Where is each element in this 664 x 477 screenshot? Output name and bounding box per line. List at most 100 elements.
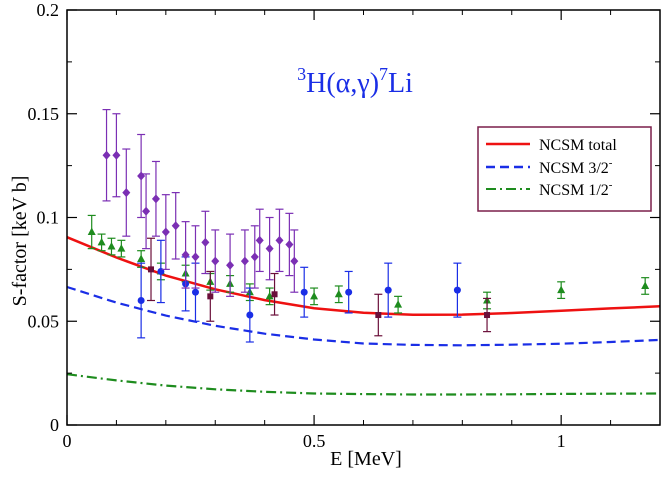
squares-point-1 — [206, 270, 215, 322]
diamonds-point-10 — [201, 210, 210, 275]
triangles-point-2 — [107, 237, 116, 256]
squares-point-2 — [270, 272, 279, 316]
diamonds-marker — [142, 206, 151, 216]
diamonds-marker — [102, 150, 111, 160]
triangles-marker — [557, 285, 566, 294]
legend: NCSM total NCSM 3/2- NCSM 1/2- — [477, 126, 652, 212]
diamonds-marker — [250, 252, 259, 262]
y-tick-label: 0.1 — [37, 208, 60, 228]
chart-marks — [66, 108, 661, 396]
diamonds-marker — [171, 221, 180, 231]
diamonds-point-0 — [102, 108, 111, 202]
diamonds-marker — [201, 237, 210, 247]
squares-marker — [207, 293, 214, 300]
triangles-marker — [265, 291, 274, 300]
triangles-point-15 — [557, 281, 566, 300]
circles-marker — [384, 286, 392, 294]
chart-title: 3H(α,γ)7Li — [297, 64, 413, 99]
y-tick-label: 0 — [50, 415, 59, 435]
circles-marker — [300, 288, 308, 296]
squares-marker — [271, 291, 278, 298]
y-tick-label: 0.05 — [28, 311, 60, 331]
triangles-marker — [137, 254, 146, 262]
legend-sup-32: - — [609, 157, 613, 169]
diamonds-marker — [240, 256, 249, 266]
legend-text-total: NCSM total — [539, 137, 617, 154]
title-close: ) — [370, 68, 379, 99]
diamonds-point-13 — [240, 229, 249, 293]
diamonds-marker — [290, 256, 299, 266]
triangles-marker — [394, 300, 403, 308]
legend-box — [477, 126, 652, 212]
legend-sup-12: - — [609, 179, 613, 191]
diamonds-point-17 — [275, 208, 284, 273]
title-comma: , — [350, 68, 357, 99]
diamonds-marker — [265, 244, 274, 254]
circles-marker — [246, 311, 254, 319]
diamonds-point-2 — [122, 148, 131, 237]
diamonds-marker — [275, 235, 284, 245]
diamonds-point-6 — [161, 194, 170, 270]
triangles-marker — [97, 237, 106, 246]
title-mass-number: 3 — [297, 64, 306, 84]
triangles-point-3 — [117, 239, 126, 258]
squares-marker — [375, 312, 382, 319]
diamonds-marker — [181, 250, 190, 260]
triangles-point-12 — [334, 285, 343, 304]
triangles-marker — [310, 291, 319, 300]
curve-ncsm-3-2- — [66, 285, 661, 347]
diamonds-marker — [161, 227, 170, 237]
triangles-point-1 — [97, 233, 106, 252]
diamonds-point-11 — [211, 229, 220, 293]
curve-ncsm-total — [66, 236, 661, 317]
y-tick-label: 0.2 — [37, 0, 60, 20]
diamonds-point-8 — [181, 221, 190, 289]
circles-marker — [345, 288, 353, 296]
circles-point-8 — [453, 262, 462, 318]
triangles-marker — [107, 242, 116, 250]
legend-text-12: NCSM 1/2 — [539, 182, 609, 199]
triangles-marker — [87, 227, 96, 236]
triangles-point-11 — [310, 287, 319, 306]
chart-axes: 0 0.5 1 0 0.05 0.1 0.15 0.2 — [28, 0, 661, 451]
squares-marker — [484, 312, 491, 319]
diamonds-point-4 — [142, 173, 151, 250]
title-product: Li — [388, 68, 413, 99]
triangles-marker — [641, 281, 650, 289]
title-mass-number-product: 7 — [379, 64, 388, 84]
circles-point-7 — [384, 262, 393, 318]
legend-label-total: NCSM total — [539, 137, 617, 154]
diamonds-point-14 — [250, 225, 259, 289]
x-tick-label: 0.5 — [303, 431, 326, 451]
circles-point-5 — [300, 266, 309, 318]
diamonds-point-16 — [265, 216, 274, 281]
circles-marker — [137, 297, 145, 304]
diamonds-point-12 — [226, 233, 235, 297]
triangles-marker — [117, 244, 126, 252]
diamonds-point-15 — [255, 208, 264, 273]
circles-point-6 — [344, 270, 353, 314]
legend-label-12: NCSM 1/2- — [539, 179, 613, 199]
diamonds-marker — [285, 239, 294, 249]
diamonds-point-18 — [285, 212, 294, 277]
circles-marker — [191, 288, 199, 296]
y-axis-label: S-factor [keV b] — [9, 176, 31, 307]
diamonds-point-7 — [171, 192, 180, 260]
x-tick-label: 1 — [557, 431, 566, 451]
legend-text-32: NCSM 3/2 — [539, 160, 609, 177]
triangles-point-10 — [265, 287, 274, 306]
x-tick-label: 0 — [63, 431, 72, 451]
diamonds-marker — [255, 235, 264, 245]
squares-point-3 — [374, 293, 383, 337]
triangles-point-13 — [394, 295, 403, 314]
diamonds-marker — [211, 256, 220, 266]
x-axis-label: E [MeV] — [330, 448, 402, 470]
triangles-marker — [334, 289, 343, 298]
diamonds-marker — [191, 252, 200, 262]
title-target: H( — [306, 68, 336, 99]
circles-marker — [453, 286, 461, 294]
diamonds-marker — [122, 188, 131, 198]
squares-marker — [148, 266, 155, 273]
